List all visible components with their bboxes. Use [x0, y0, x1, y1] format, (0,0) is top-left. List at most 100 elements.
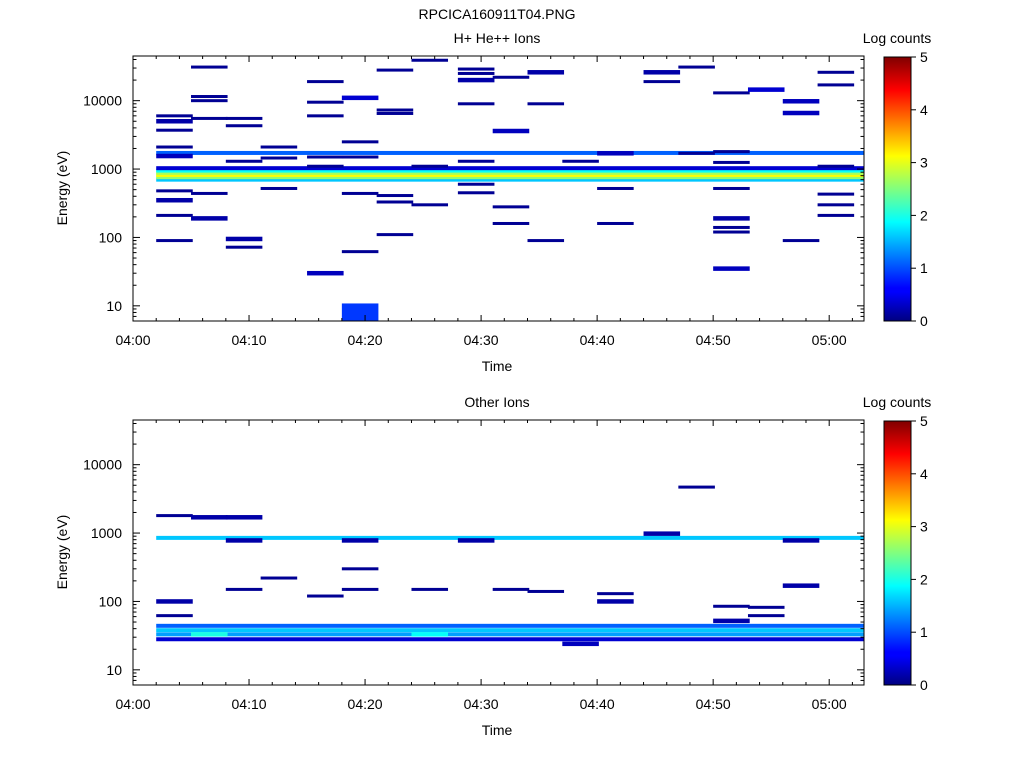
heatmap-cell [783, 239, 820, 242]
heatmap-cell [226, 237, 263, 242]
colorbar-ticks: 0 1 2 3 4 5 [911, 49, 928, 329]
heatmap-cell [342, 156, 379, 159]
heatmap-cell [156, 129, 193, 132]
figure-title: RPCICA160911T04.PNG [419, 6, 576, 22]
heatmap-cell [377, 112, 414, 115]
heatmap-cell [818, 83, 855, 86]
heatmap-cell [493, 76, 530, 79]
heatmap-cell [342, 192, 379, 195]
heatmap-cell [713, 266, 750, 271]
heatmap-cell [226, 160, 263, 163]
heatmap-cell [678, 152, 715, 155]
band-cell [156, 632, 864, 636]
colorbar-ticks: 0 1 2 3 4 5 [911, 413, 928, 693]
heatmap-cell [458, 160, 495, 163]
y-tick-label: 100 [99, 229, 123, 245]
heatmap-cell [191, 95, 228, 98]
heatmap-cell [261, 157, 298, 160]
colorbar-tick-label: 1 [920, 260, 928, 276]
heatmap-cell [597, 222, 634, 225]
colorbar-tick-label: 4 [920, 102, 928, 118]
heatmap-cell [156, 198, 193, 203]
y-tick-label: 1000 [91, 161, 122, 177]
heatmap-cell [493, 129, 530, 134]
heatmap-cell [377, 109, 414, 112]
heatmap-cell [156, 154, 193, 159]
plot-frame [133, 56, 864, 321]
heatmap-cell [597, 599, 634, 604]
heatmap-cell [597, 151, 634, 156]
heatmap-cell [528, 70, 565, 75]
heatmap-cell [377, 233, 414, 236]
heatmap-cell [713, 161, 750, 164]
heatmap-cell [818, 165, 855, 168]
heatmap-cells [156, 59, 864, 322]
heatmap-cell [156, 114, 193, 117]
heatmap-cell [156, 119, 193, 124]
y-tick-label: 10000 [83, 457, 122, 473]
heatmap-cell [818, 214, 855, 217]
heatmap-cell [226, 515, 263, 520]
axes: 04:00 04:10 04:20 04:30 04:40 04:50 05:00 10 100… [83, 420, 864, 712]
colorbar-tick-label: 0 [920, 313, 928, 329]
heatmap-cell [226, 538, 263, 543]
heatmap-cell [411, 165, 448, 168]
band-cell [156, 151, 864, 155]
heatmap-cell [562, 160, 599, 163]
heatmap-cell [458, 183, 495, 186]
heatmap-cell [713, 226, 750, 229]
colorbar-tick-label: 2 [920, 571, 928, 587]
heatmap-cell [226, 124, 263, 127]
x-tick-label: 04:40 [580, 696, 615, 712]
x-tick-label: 04:00 [115, 332, 150, 348]
heatmap-cell [458, 102, 495, 105]
x-tick-label: 05:00 [812, 696, 847, 712]
heatmap-cell [342, 588, 379, 591]
plot-frame [133, 420, 864, 685]
x-tick-label: 04:50 [696, 696, 731, 712]
colorbar-tick-label: 1 [920, 624, 928, 640]
y-tick-label: 100 [99, 593, 123, 609]
heatmap-cell [411, 59, 448, 62]
heatmap-cell [307, 271, 344, 276]
heatmap-cell [191, 117, 228, 120]
colorbar-tick-label: 5 [920, 49, 928, 65]
colorbar [884, 421, 911, 685]
heatmap-cells [156, 486, 864, 646]
heatmap-cell [818, 193, 855, 196]
heatmap-cell [342, 96, 379, 101]
band-cell [156, 624, 864, 628]
heatmap-cell [226, 117, 263, 120]
heatmap-cell [528, 590, 565, 593]
heatmap-cell [458, 78, 495, 83]
panel-title: H+ He++ Ions [454, 30, 541, 46]
heatmap-cell [713, 187, 750, 190]
heatmap-cell [748, 614, 785, 617]
colorbar-tick-label: 3 [920, 155, 928, 171]
x-tick-label: 04:00 [115, 696, 150, 712]
heatmap-cell [597, 592, 634, 595]
band-cell [156, 637, 864, 641]
heatmap-cell [411, 632, 448, 637]
heatmap-cell [818, 203, 855, 206]
colorbar-label: Log counts [863, 394, 932, 410]
heatmap-cell [226, 246, 263, 249]
x-tick-label: 05:00 [812, 332, 847, 348]
heatmap-cell [713, 150, 750, 153]
heatmap-cell [307, 114, 344, 117]
heatmap-cell [191, 632, 228, 637]
heatmap-cell [156, 599, 193, 604]
heatmap-cell [783, 111, 820, 116]
heatmap-cell [261, 146, 298, 149]
heatmap-cell [713, 619, 750, 624]
band-cell [156, 628, 864, 632]
y-axis-label: Energy (eV) [54, 515, 70, 590]
heatmap-cell [156, 214, 193, 217]
x-tick-label: 04:30 [464, 696, 499, 712]
heatmap-cell [458, 538, 495, 543]
heatmap-cell [342, 567, 379, 570]
heatmap-cell [342, 303, 379, 321]
heatmap-cell [307, 80, 344, 83]
heatmap-cell [377, 69, 414, 72]
y-axis-label: Energy (eV) [54, 151, 70, 226]
